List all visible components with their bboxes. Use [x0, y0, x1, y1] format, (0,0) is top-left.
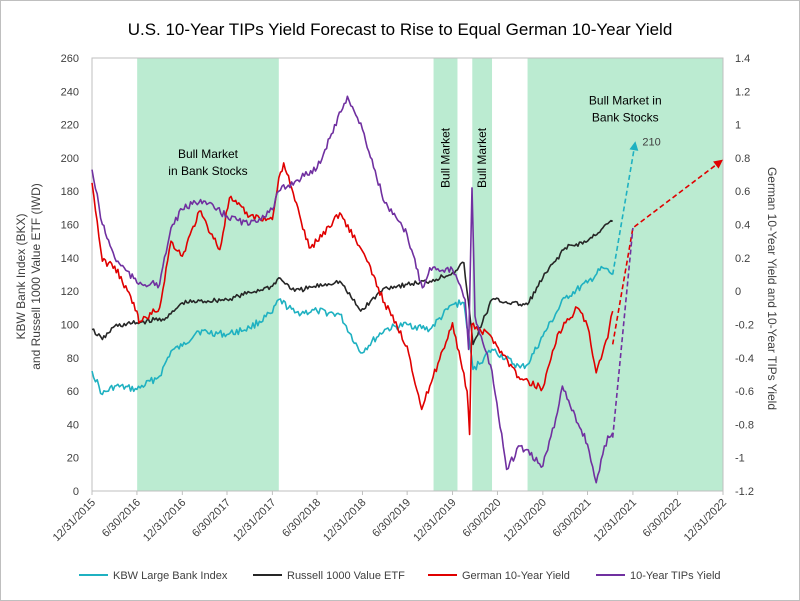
shaded-periods [137, 58, 723, 491]
x-tick-label: 12/31/2017 [231, 497, 278, 544]
y-left-tick-label: 180 [61, 186, 79, 198]
series-line-1 [91, 219, 613, 346]
legend-label-3: 10-Year TIPs Yield [630, 570, 721, 582]
y-left-tick-label: 80 [67, 353, 79, 365]
shaded-period-label-2: Bull Market [475, 127, 489, 188]
y-left-tick-label: 20 [67, 453, 79, 465]
y-right-tick-label: 1 [735, 120, 741, 132]
legend-label-2: German 10-Year Yield [462, 570, 570, 582]
y-right-tick-label: -1 [735, 453, 745, 465]
x-tick-label: 12/31/2016 [141, 497, 188, 544]
x-tick-label: 12/31/2020 [502, 497, 549, 544]
x-tick-label: 6/30/2022 [641, 497, 684, 540]
series-forecast-2 [611, 158, 724, 345]
legend-label-0: KBW Large Bank Index [113, 570, 228, 582]
y-right-tick-label: -1.2 [735, 486, 754, 498]
y-left-tick-label: 160 [61, 220, 79, 232]
shaded-period-2 [472, 58, 493, 491]
y-left-tick-label: 0 [73, 486, 79, 498]
x-tick-label: 6/30/2018 [280, 497, 323, 540]
x-tick-label: 6/30/2021 [551, 497, 594, 540]
x-tick-label: 12/31/2021 [592, 497, 639, 544]
shaded-period-1 [433, 58, 458, 491]
shaded-period-3 [527, 58, 723, 491]
x-tick-label: 12/31/2015 [51, 497, 98, 544]
y-left-tick-label: 120 [61, 286, 79, 298]
y-right-tick-label: -0.2 [735, 319, 754, 331]
x-tick-label: 6/30/2020 [460, 497, 503, 540]
y-right-tick-label: 0.4 [735, 220, 750, 232]
y-left-axis-label: KBW Bank Index (BKX)and Russell 1000 Val… [14, 183, 43, 370]
y-left-tick-label: 200 [61, 153, 79, 165]
series-line-3 [91, 95, 614, 484]
y-left-tick-label: 220 [61, 120, 79, 132]
y-left-tick-label: 260 [61, 53, 79, 65]
shaded-period-0 [137, 58, 279, 491]
legend: KBW Large Bank Index Russell 1000 Value E… [79, 570, 721, 582]
x-tick-label: 12/31/2018 [321, 497, 368, 544]
series-forecast-3 [611, 227, 634, 438]
y-right-tick-label: -0.6 [735, 386, 754, 398]
y-left-tick-label: 60 [67, 386, 79, 398]
series-line-2 [91, 162, 614, 436]
shaded-period-label-0: Bull Market in Bank Stocks [168, 147, 247, 178]
y-left-tick-label: 240 [61, 86, 79, 98]
x-tick-label: 12/31/2019 [411, 497, 458, 544]
x-tick-label: 6/30/2019 [370, 497, 413, 540]
y-left-tick-label: 100 [61, 319, 79, 331]
series-lines [91, 95, 724, 484]
y-right-tick-label: 0.8 [735, 153, 750, 165]
series-line-0 [91, 265, 614, 396]
shaded-period-label-3: Bull Market in Bank Stocks [589, 94, 662, 125]
y-right-axis-label: German 10-Year Yield and 10-Year TIPs Yi… [765, 167, 779, 410]
y-left-tick-label: 40 [67, 419, 79, 431]
legend-label-1: Russell 1000 Value ETF [287, 570, 405, 582]
series-forecast-0 [611, 141, 637, 275]
forecast-arrowhead-2 [713, 159, 723, 169]
y-right-tick-label: 0.2 [735, 253, 750, 265]
x-tick-label: 12/31/2022 [682, 497, 729, 544]
y-right-tick-label: 1.4 [735, 53, 750, 65]
x-tick-label: 6/30/2016 [100, 497, 143, 540]
forecast-arrowhead-0 [629, 141, 639, 151]
y-right-tick-label: 0 [735, 286, 741, 298]
x-tick-label: 6/30/2017 [190, 497, 233, 540]
y-right-tick-label: -0.8 [735, 419, 754, 431]
y-right-tick-label: 0.6 [735, 186, 750, 198]
y-right-tick-label: -0.4 [735, 353, 754, 365]
y-right-tick-label: 1.2 [735, 86, 750, 98]
chart-title: U.S. 10-Year TIPs Yield Forecast to Rise… [127, 20, 673, 39]
annotation-labels: Bull Market in Bank Stocks Bull Market Bull… [168, 94, 661, 188]
annotation-label: 210 [642, 136, 660, 148]
shaded-period-label-1: Bull Market [439, 127, 453, 188]
y-left-tick-label: 140 [61, 253, 79, 265]
